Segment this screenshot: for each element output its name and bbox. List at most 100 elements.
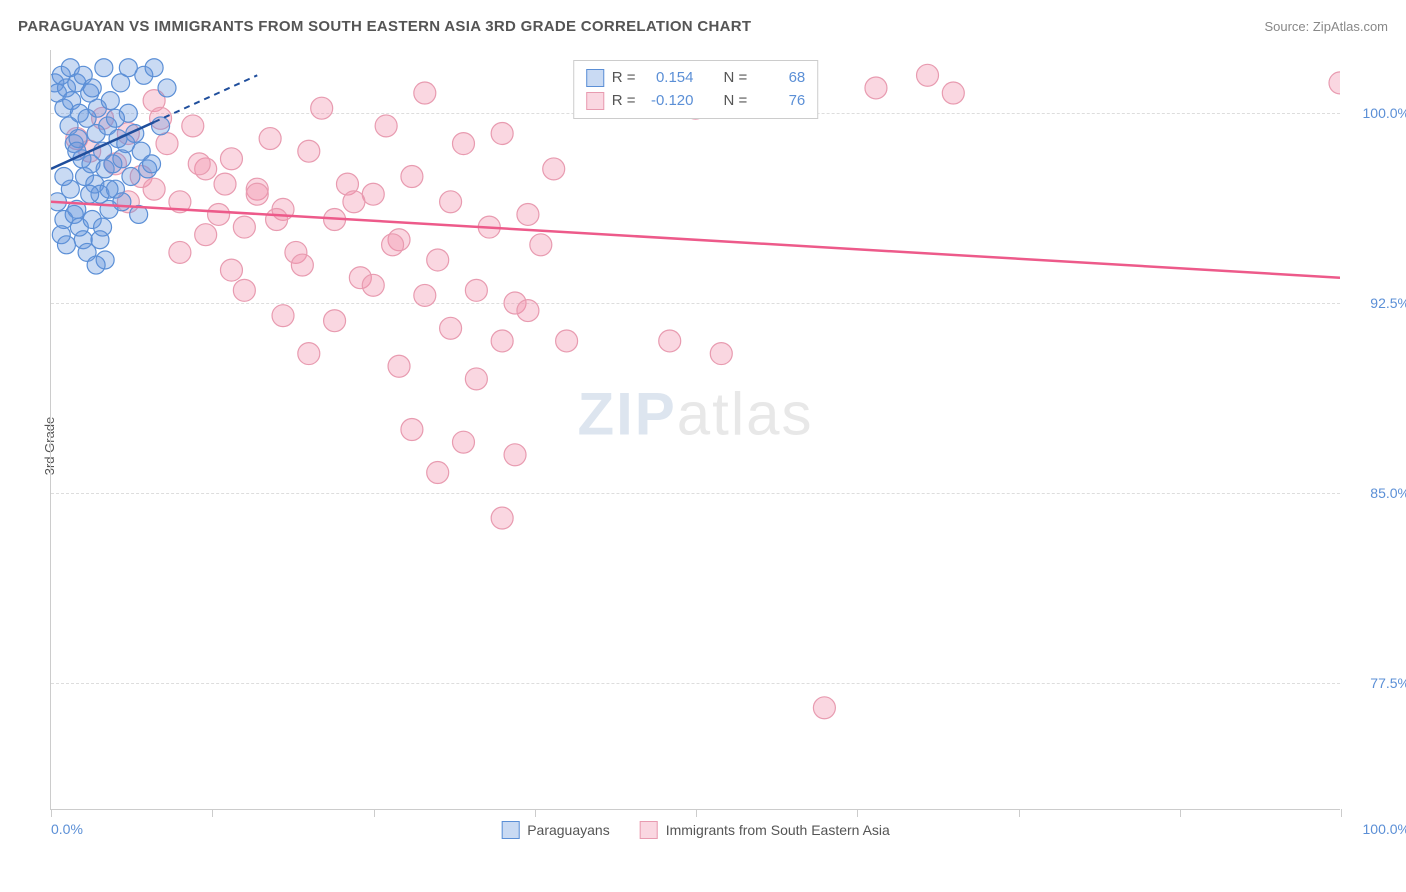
data-point (311, 97, 333, 119)
data-point (440, 317, 462, 339)
data-point (94, 218, 112, 236)
data-point (195, 224, 217, 246)
data-point (491, 330, 513, 352)
data-point (233, 216, 255, 238)
data-point (427, 249, 449, 271)
y-tick-label: 77.5% (1350, 675, 1406, 691)
x-tick (1341, 809, 1342, 817)
data-point (440, 191, 462, 213)
legend-swatch-paraguayans-b (501, 821, 519, 839)
x-tick (1180, 809, 1181, 817)
data-point (813, 697, 835, 719)
data-point (182, 115, 204, 137)
legend-row-immigrants: R = -0.120 N = 76 (586, 90, 806, 113)
r-label: R = (612, 67, 636, 90)
data-point (491, 507, 513, 529)
n-label: N = (724, 90, 748, 113)
data-point (942, 82, 964, 104)
data-point (113, 150, 131, 168)
data-point (465, 279, 487, 301)
data-point (188, 153, 210, 175)
data-point (145, 59, 163, 77)
data-point (152, 117, 170, 135)
data-point (530, 234, 552, 256)
data-point (266, 209, 288, 231)
trend-line-immigrants (51, 202, 1340, 278)
data-point (158, 79, 176, 97)
data-point (298, 343, 320, 365)
data-point (388, 355, 410, 377)
data-point (208, 203, 230, 225)
data-point (382, 234, 404, 256)
data-point (220, 259, 242, 281)
data-point (543, 158, 565, 180)
data-point (465, 368, 487, 390)
data-point (291, 254, 313, 276)
legend-label-immigrants: Immigrants from South Eastern Asia (666, 822, 890, 838)
data-point (169, 241, 191, 263)
data-point (101, 92, 119, 110)
x-tick (374, 809, 375, 817)
legend-item-paraguayans: Paraguayans (501, 821, 610, 839)
data-point (491, 123, 513, 145)
correlation-legend: R = 0.154 N = 68 R = -0.120 N = 76 (573, 60, 819, 119)
data-point (143, 178, 165, 200)
chart-plot-area: ZIPatlas R = 0.154 N = 68 R = -0.120 N =… (50, 50, 1340, 810)
data-point (95, 59, 113, 77)
r-label: R = (612, 90, 636, 113)
n-label: N = (724, 67, 748, 90)
data-point (83, 79, 101, 97)
data-point (452, 431, 474, 453)
x-tick (696, 809, 697, 817)
data-point (1329, 72, 1340, 94)
data-point (100, 180, 118, 198)
data-point (57, 236, 75, 254)
legend-row-paraguayans: R = 0.154 N = 68 (586, 67, 806, 90)
legend-item-immigrants: Immigrants from South Eastern Asia (640, 821, 890, 839)
data-point (362, 274, 384, 296)
x-tick (51, 809, 52, 817)
data-point (517, 203, 539, 225)
data-point (917, 64, 939, 86)
data-point (143, 155, 161, 173)
data-point (298, 140, 320, 162)
chart-header: PARAGUAYAN VS IMMIGRANTS FROM SOUTH EAST… (18, 18, 1388, 35)
data-point (156, 133, 178, 155)
data-point (214, 173, 236, 195)
data-point (324, 310, 346, 332)
data-point (375, 115, 397, 137)
x-tick-label: 0.0% (51, 821, 83, 837)
data-point (427, 462, 449, 484)
scatter-plot-svg (51, 50, 1340, 809)
x-tick (535, 809, 536, 817)
y-tick-label: 92.5% (1350, 295, 1406, 311)
r-value-immigrants: -0.120 (644, 90, 694, 113)
data-point (272, 305, 294, 327)
data-point (362, 183, 384, 205)
data-point (122, 168, 140, 186)
x-tick (212, 809, 213, 817)
n-value-paraguayans: 68 (755, 67, 805, 90)
y-tick-label: 85.0% (1350, 485, 1406, 501)
data-point (414, 284, 436, 306)
data-point (504, 444, 526, 466)
data-point (710, 343, 732, 365)
data-point (452, 133, 474, 155)
data-point (517, 300, 539, 322)
data-point (414, 82, 436, 104)
data-point (401, 419, 423, 441)
data-point (343, 191, 365, 213)
chart-source: Source: ZipAtlas.com (1264, 19, 1388, 34)
x-tick-label: 100.0% (1350, 821, 1406, 837)
data-point (659, 330, 681, 352)
legend-label-paraguayans: Paraguayans (527, 822, 610, 838)
data-point (401, 166, 423, 188)
series-legend: Paraguayans Immigrants from South Easter… (501, 821, 890, 839)
n-value-immigrants: 76 (755, 90, 805, 113)
legend-swatch-immigrants (586, 92, 604, 110)
y-tick-label: 100.0% (1350, 105, 1406, 121)
data-point (119, 59, 137, 77)
data-point (259, 128, 281, 150)
data-point (81, 185, 99, 203)
data-point (87, 256, 105, 274)
